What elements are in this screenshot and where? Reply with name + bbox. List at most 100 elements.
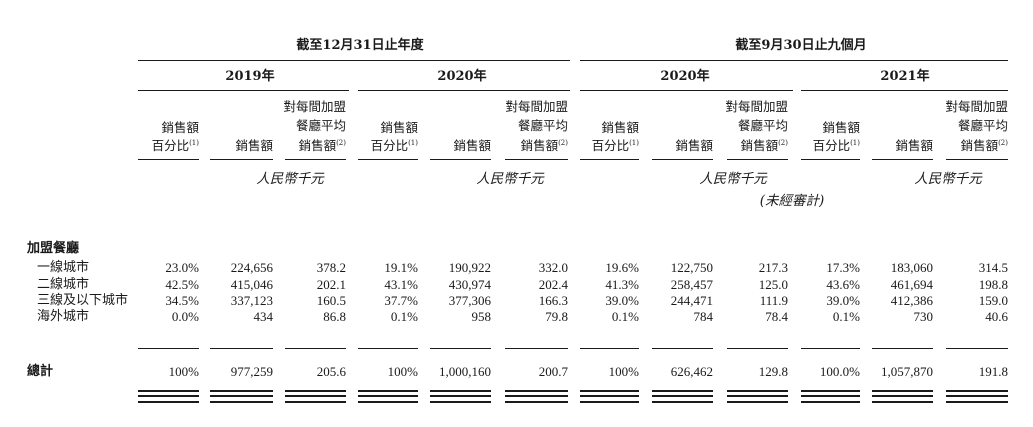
- footnote-marker: (2): [998, 138, 1008, 147]
- subtotal-rule: [580, 348, 639, 349]
- total-double-rule: [801, 390, 860, 397]
- table-cell: 39.0%: [605, 293, 639, 308]
- total-cell: 977,259: [230, 364, 273, 379]
- subtotal-rule: [285, 348, 346, 349]
- year-header-rule: [580, 90, 793, 91]
- column-header-avg-line3: 銷售額(2): [521, 138, 568, 155]
- table-cell: 23.0%: [165, 260, 199, 275]
- total-double-rule: [358, 390, 418, 397]
- column-header-rule: [358, 159, 418, 160]
- subtotal-rule: [727, 348, 788, 349]
- table-cell: 0.1%: [390, 309, 418, 324]
- column-header-rule: [505, 159, 568, 160]
- subtotal-rule: [652, 348, 713, 349]
- subtotal-rule: [801, 348, 860, 349]
- table-cell: 79.8: [545, 309, 568, 324]
- unit-label: 人民幣千元: [699, 171, 767, 187]
- table-cell: 958: [471, 309, 492, 324]
- column-header-share-line2: 百分比(1): [813, 138, 860, 155]
- footnote-marker: (2): [336, 138, 346, 147]
- table-cell: 39.0%: [826, 293, 860, 308]
- total-double-rule: [946, 390, 1008, 397]
- section-label: 加盟餐廳: [27, 241, 80, 256]
- footnote-marker: (2): [778, 138, 788, 147]
- column-header-share-line1: 銷售額: [601, 120, 639, 135]
- table-cell: 183,060: [890, 260, 933, 275]
- table-cell: 332.0: [538, 260, 568, 275]
- table-cell: 784: [693, 309, 714, 324]
- unit-label: 人民幣千元: [476, 171, 544, 187]
- total-double-rule-lower: [580, 401, 639, 405]
- unit-label: 人民幣千元: [914, 171, 982, 187]
- total-double-rule: [580, 390, 639, 397]
- column-header-rule: [430, 159, 491, 160]
- total-double-rule: [138, 390, 199, 397]
- column-header-avg-line2: 餐廳平均: [517, 118, 568, 133]
- footnote-marker: (1): [629, 138, 639, 147]
- row-label: 三線及以下城市: [37, 293, 129, 308]
- total-cell: 200.7: [538, 364, 568, 379]
- total-cell: 129.8: [758, 364, 788, 379]
- table-cell: 415,046: [230, 277, 273, 292]
- period-header-rule-nine-months: [580, 60, 1008, 61]
- footnote-marker: (1): [408, 138, 418, 147]
- column-header-share-text: 百分比: [151, 138, 190, 153]
- table-cell: 377,306: [448, 293, 491, 308]
- column-header-sales: 銷售額: [235, 138, 273, 153]
- subtotal-rule: [358, 348, 418, 349]
- total-double-rule-lower: [652, 401, 713, 405]
- table-cell: 258,457: [670, 277, 713, 292]
- subtotal-rule: [946, 348, 1008, 349]
- period-header-rule-annual: [138, 60, 570, 61]
- column-header-rule: [801, 159, 860, 160]
- column-header-avg-line1: 對每間加盟: [505, 99, 568, 114]
- table-cell: 412,386: [890, 293, 933, 308]
- total-double-rule: [210, 390, 273, 397]
- column-header-sales: 銷售額: [895, 138, 933, 153]
- table-cell: 78.4: [765, 309, 788, 324]
- total-double-rule: [727, 390, 788, 397]
- column-header-avg-line1: 對每間加盟: [725, 99, 788, 114]
- total-double-rule-lower: [358, 401, 418, 405]
- table-cell: 217.3: [758, 260, 788, 275]
- table-cell: 122,750: [670, 260, 713, 275]
- table-cell: 202.1: [316, 277, 346, 292]
- table-cell: 37.7%: [384, 293, 418, 308]
- unaudited-label: (未經審計): [759, 193, 825, 209]
- column-header-avg-line2: 餐廳平均: [737, 118, 788, 133]
- total-label: 總計: [27, 364, 54, 379]
- total-double-rule-lower: [138, 401, 199, 405]
- column-header-avg-text: 銷售額: [740, 138, 779, 153]
- total-double-rule-lower: [210, 401, 273, 405]
- year-header: 2019年: [225, 69, 275, 84]
- column-header-avg-text: 銷售額: [298, 138, 337, 153]
- table-cell: 34.5%: [165, 293, 199, 308]
- year-header-rule: [138, 90, 349, 91]
- total-double-rule: [652, 390, 713, 397]
- column-header-share-line2: 百分比(1): [152, 138, 199, 155]
- table-cell: 244,471: [670, 293, 713, 308]
- table-cell: 337,123: [230, 293, 273, 308]
- table-cell: 43.1%: [384, 277, 418, 292]
- total-cell: 100%: [387, 364, 418, 379]
- total-cell: 626,462: [670, 364, 713, 379]
- column-header-rule: [872, 159, 933, 160]
- column-header-avg-line1: 對每間加盟: [945, 99, 1008, 114]
- total-cell: 205.6: [316, 364, 346, 379]
- total-double-rule-lower: [801, 401, 860, 405]
- year-header: 2020年: [437, 69, 487, 84]
- column-header-avg-line3: 銷售額(2): [961, 138, 1008, 155]
- table-cell: 86.8: [323, 309, 346, 324]
- row-label: 二線城市: [37, 277, 90, 292]
- table-cell: 17.3%: [826, 260, 860, 275]
- footnote-marker: (1): [189, 138, 199, 147]
- table-cell: 166.3: [538, 293, 568, 308]
- table-cell: 190,922: [448, 260, 491, 275]
- table-cell: 40.6: [985, 309, 1008, 324]
- period-header-nine-months: 截至9月30日止九個月: [735, 38, 867, 53]
- footnote-marker: (2): [558, 138, 568, 147]
- table-cell: 42.5%: [165, 277, 199, 292]
- column-header-share-line1: 銷售額: [161, 120, 199, 135]
- column-header-rule: [727, 159, 788, 160]
